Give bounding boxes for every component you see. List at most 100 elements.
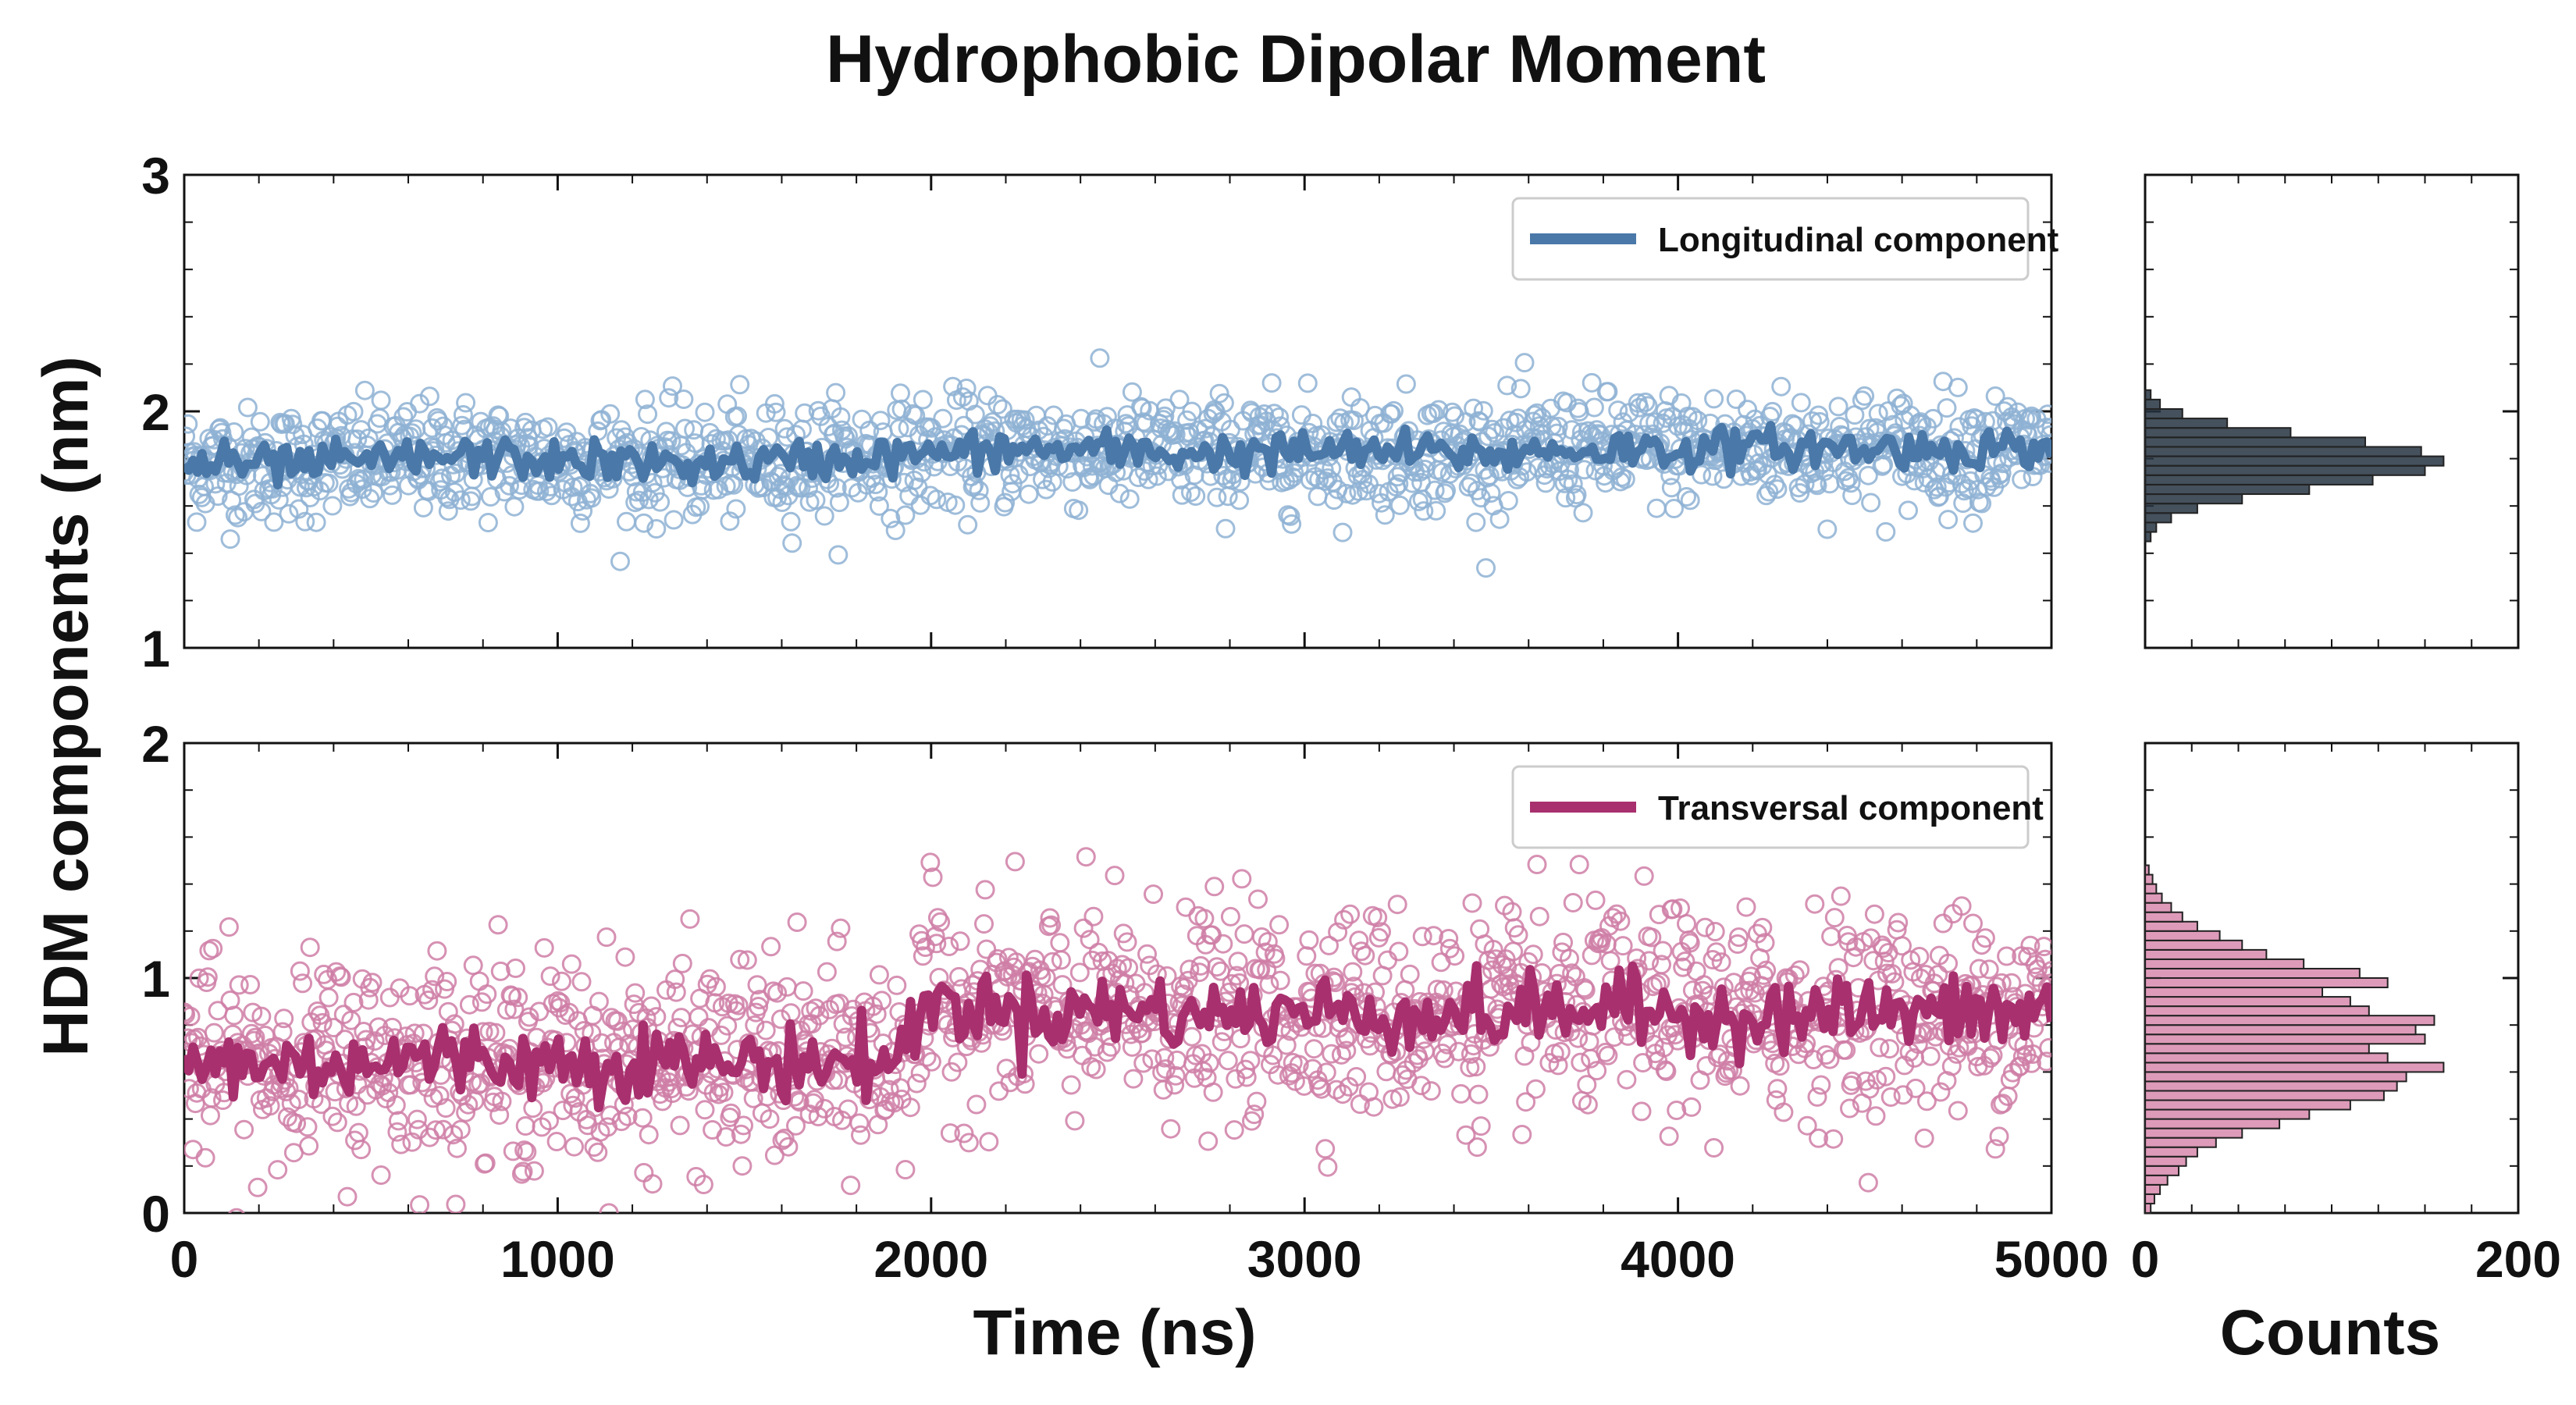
hist-1-bar — [2144, 930, 2221, 941]
panel-0-scatter-point — [1646, 412, 1666, 432]
panel-1-scatter-point — [639, 1125, 659, 1145]
panel-1-scatter-point — [1807, 1087, 1827, 1107]
panel-1-scatter-point — [314, 964, 334, 984]
panel-0-scatter-point — [921, 418, 941, 438]
panel-1-x-tick-label: 3000 — [1247, 1230, 1362, 1288]
panel-0-scatter-point — [358, 428, 379, 448]
panel-0-scatter-point — [1426, 500, 1446, 521]
panel-1-scatter-point — [1343, 976, 1364, 997]
panel-1-scatter-point — [282, 1218, 299, 1236]
panel-1-scatter-point — [1598, 1045, 1618, 1065]
panel-1-scatter-point — [1155, 1048, 1175, 1068]
panel-0-scatter-point — [410, 393, 430, 414]
panel-1-scatter-point — [316, 1040, 336, 1061]
panel-0-scatter-point — [429, 471, 450, 492]
panel-1-scatter-point — [1989, 1126, 2009, 1147]
panel-0-scatter-point — [402, 423, 422, 443]
panel-0-scatter-point — [2041, 418, 2051, 438]
panel-1-scatter-point — [297, 1117, 318, 1137]
panel-1-scatter-point — [966, 1094, 987, 1115]
panel-1-scatter-point — [1073, 918, 1094, 938]
panel-1-scatter-point — [838, 1099, 858, 1119]
panel-0-scatter-point — [1998, 397, 2018, 417]
panel-0-scatter-point — [634, 513, 654, 533]
panel-0-scatter-point — [1109, 483, 1130, 503]
panel-1-scatter-point — [1483, 940, 1503, 959]
panel-1-scatter-point — [588, 1142, 608, 1162]
panel-1-scatter-point — [1461, 1044, 1481, 1064]
panel-1-scatter-point — [1836, 1040, 1856, 1060]
panel-1-scatter-point — [607, 1011, 628, 1031]
panel-1-scatter-point — [1617, 1069, 1637, 1090]
panel-1-scatter-point — [671, 1008, 692, 1028]
panel-0-scatter-point — [1080, 469, 1100, 489]
panel-1-scatter-point — [1681, 1097, 1702, 1117]
panel-1-scatter-point — [1784, 965, 1805, 985]
hist-0-bar — [2144, 503, 2198, 514]
panel-1-scatter-point — [1247, 1091, 1267, 1112]
panel-1-scatter-point — [1224, 1120, 1244, 1140]
panel-1-scatter-point — [920, 852, 941, 873]
panel-1-scatter-point — [469, 971, 489, 991]
panel-1-scatter-point — [326, 962, 347, 982]
panel-0-scatter-point — [659, 388, 679, 408]
panel-0-scatter-point — [1557, 393, 1577, 413]
hist-1-x-tick-label: 200 — [2475, 1230, 2561, 1288]
panel-1-scatter-point — [2041, 961, 2051, 981]
panel-0-scatter-point — [1574, 460, 1595, 480]
hist-0-bar — [2144, 512, 2172, 524]
panel-1-scatter-point — [1161, 1119, 1181, 1139]
panel-1-scatter-point — [1610, 911, 1631, 931]
panel-1-scatter-point — [337, 1186, 358, 1207]
panel-1-scatter-point — [446, 1194, 466, 1213]
panel-0-scatter-point — [1855, 386, 1875, 406]
panel-1-scatter-point — [371, 1165, 391, 1185]
panel-0-scatter-point — [1567, 485, 1587, 505]
panel-0-scatter-point — [1927, 477, 1947, 497]
panel-0-scatter-point — [1948, 377, 1968, 397]
panel-0-scatter-point — [870, 411, 891, 431]
panel-0-scatter-point — [1891, 396, 1911, 416]
panel-1-scatter-point — [1873, 938, 1894, 959]
panel-1-scatter-point — [1963, 913, 1983, 934]
panel-1-scatter-point — [300, 937, 320, 958]
panel-1-scatter-point — [921, 1051, 941, 1072]
panel-1-scatter-point — [508, 987, 528, 1008]
panel-1-scatter-point — [749, 990, 770, 1010]
panel-0-scatter-point — [1425, 480, 1445, 500]
panel-0-scatter-point — [1747, 460, 1767, 480]
panel-1-scatter-point — [1343, 962, 1363, 982]
panel-0-scatter-point — [1330, 408, 1350, 429]
panel-1-scatter-point — [1387, 895, 1407, 915]
hist-0-bar — [2144, 474, 2374, 486]
panel-0-scatter-point — [1497, 375, 1517, 396]
panel-0-scatter-point — [1876, 521, 1896, 542]
panel-0-scatter-point — [1169, 389, 1190, 410]
panel-0-scatter-point — [881, 508, 901, 528]
panel-0-scatter-point — [646, 519, 667, 539]
panel-1-scatter-point — [410, 1195, 430, 1213]
panel-0-scatter-point — [1215, 518, 1236, 539]
panel-1-scatter-point — [948, 1052, 968, 1072]
panel-1-scatter-point — [2033, 937, 2051, 957]
panel-1-scatter-point — [940, 1123, 960, 1144]
hist-0-bar — [2144, 436, 2367, 448]
panel-0-scatter-point — [1381, 404, 1401, 424]
panel-0-scatter-point — [318, 473, 339, 493]
panel-0-scatter-point — [306, 512, 326, 532]
panel-1-scatter-point — [666, 982, 686, 1002]
panel-1-scatter-point — [486, 1023, 506, 1043]
panel-1-scatter-point — [599, 1203, 619, 1213]
panel-1-scatter-point — [1876, 1066, 1896, 1087]
panel-1-scatter-point — [975, 880, 995, 900]
panel-1-scatter-point — [717, 1016, 738, 1036]
panel-1-scatter-point — [391, 1134, 411, 1154]
panel-0-scatter-point — [933, 408, 953, 429]
panel-0-scatter-point — [453, 405, 473, 425]
panel-0-scatter-point — [1861, 493, 1881, 513]
panel-0-scatter-point — [656, 422, 676, 442]
panel-1-scatter-point — [1571, 1052, 1591, 1072]
panel-0-scatter-point — [1412, 489, 1432, 510]
panel-1-scatter-point — [1340, 904, 1361, 924]
panel-0-scatter-point — [279, 503, 299, 524]
